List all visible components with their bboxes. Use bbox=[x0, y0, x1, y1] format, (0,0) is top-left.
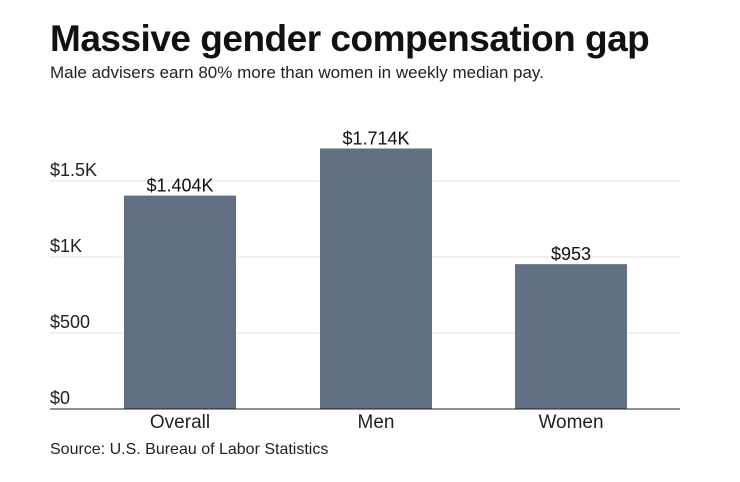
y-tick-label: $1K bbox=[50, 236, 82, 256]
chart-title: Massive gender compensation gap bbox=[50, 18, 650, 59]
chart-subtitle: Male advisers earn 80% more than women i… bbox=[50, 63, 544, 82]
source-note: Source: U.S. Bureau of Labor Statistics bbox=[50, 441, 329, 458]
bar-overall bbox=[124, 195, 236, 409]
y-tick-label: $0 bbox=[50, 388, 70, 408]
x-tick-label: Women bbox=[538, 412, 603, 433]
x-tick-label: Men bbox=[358, 412, 395, 433]
data-label: $1.404K bbox=[146, 176, 213, 196]
bar-men bbox=[320, 148, 432, 410]
bar-women bbox=[515, 264, 627, 409]
data-label: $1.714K bbox=[342, 128, 409, 148]
x-tick-label: Overall bbox=[150, 412, 210, 433]
data-label: $953 bbox=[551, 244, 591, 264]
y-tick-label: $1.5K bbox=[50, 160, 97, 180]
y-tick-label: $500 bbox=[50, 312, 90, 332]
